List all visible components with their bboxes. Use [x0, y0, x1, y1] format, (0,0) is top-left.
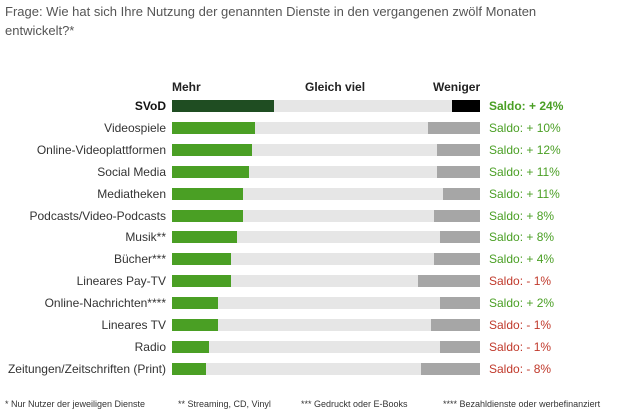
bar-mehr — [172, 165, 249, 178]
chart-row: Podcasts/Video-Podcasts Saldo: + 8% — [0, 205, 630, 227]
bar-mehr — [172, 231, 237, 244]
chart-row: Social Media Saldo: + 11% — [0, 161, 630, 183]
footnote-3: *** Gedruckt oder E-Books — [301, 399, 408, 409]
bar-weniger — [436, 143, 480, 156]
chart-row: SVoD Saldo: + 24% — [0, 95, 630, 117]
category-label: Lineares Pay-TV — [76, 274, 166, 289]
bar-gleich-viel — [172, 100, 480, 112]
category-label: SVoD — [134, 99, 166, 113]
bar-gleich-viel — [172, 275, 480, 288]
bar-mehr — [172, 121, 256, 134]
saldo-label: Saldo: + 10% — [489, 120, 561, 135]
header-mehr: Mehr — [172, 80, 201, 94]
category-label: Videospiele — [104, 120, 166, 135]
chart-row: Online-Nachrichten**** Saldo: + 2% — [0, 292, 630, 314]
chart-row: Mediatheken Saldo: + 11% — [0, 183, 630, 205]
category-label: Musik** — [125, 230, 166, 245]
saldo-label: Saldo: + 12% — [489, 142, 561, 157]
chart-row: Videospiele Saldo: + 10% — [0, 117, 630, 139]
category-label: Radio — [134, 339, 166, 354]
saldo-label: Saldo: + 11% — [489, 164, 560, 179]
bar-mehr — [172, 253, 231, 266]
bar-gleich-viel — [172, 319, 480, 331]
category-label: Social Media — [97, 164, 166, 179]
bar-weniger — [430, 319, 480, 331]
bar-mehr — [172, 100, 274, 112]
bar-weniger — [427, 121, 480, 134]
saldo-label: Saldo: - 1% — [489, 339, 552, 354]
survey-question: Frage: Wie hat sich Ihre Nutzung der gen… — [5, 4, 537, 38]
bar-weniger — [421, 362, 480, 375]
saldo-label: Saldo: - 1% — [489, 318, 552, 332]
bar-mehr — [172, 187, 243, 200]
bar-mehr — [172, 340, 209, 353]
bar-gleich-viel — [172, 209, 480, 222]
bar-gleich-viel — [172, 253, 480, 266]
category-label: Online-Videoplattformen — [36, 142, 166, 157]
category-label: Zeitungen/Zeitschriften (Print) — [7, 361, 166, 376]
saldo-label: Saldo: + 11% — [489, 186, 560, 201]
bar-weniger — [436, 165, 480, 178]
category-label: Lineares TV — [101, 318, 166, 332]
bar-mehr — [172, 319, 219, 331]
bar-weniger — [439, 340, 480, 353]
saldo-label: Saldo: + 8% — [489, 208, 555, 223]
chart-row: Lineares TV Saldo: - 1% — [0, 314, 630, 336]
chart-row: Radio Saldo: - 1% — [0, 336, 630, 358]
chart-row: Bücher*** Saldo: + 4% — [0, 248, 630, 270]
category-label: Mediatheken — [97, 186, 166, 201]
saldo-label: Saldo: - 1% — [489, 274, 552, 289]
bar-mehr — [172, 297, 219, 310]
footnote-2: ** Streaming, CD, Vinyl — [178, 399, 271, 409]
bar-gleich-viel — [172, 121, 480, 134]
saldo-label: Saldo: + 2% — [489, 296, 555, 311]
bar-mehr — [172, 209, 243, 222]
bar-gleich-viel — [172, 231, 480, 244]
bar-gleich-viel — [172, 362, 480, 375]
bar-weniger — [439, 231, 480, 244]
bar-weniger — [433, 253, 480, 266]
footnotes: * Nur Nutzer der jeweiligen Dienste ** S… — [0, 399, 630, 411]
bar-gleich-viel — [172, 165, 480, 178]
footnote-4: **** Bezahldienste oder werbefinanziert — [443, 399, 601, 409]
bar-mehr — [172, 362, 206, 375]
bar-mehr — [172, 143, 253, 156]
chart-row: Lineares Pay-TV Saldo: - 1% — [0, 270, 630, 292]
saldo-label: Saldo: - 8% — [489, 361, 552, 376]
header-gleich-viel: Gleich viel — [305, 80, 366, 94]
saldo-label: Saldo: + 8% — [489, 230, 555, 245]
footnote-1: * Nur Nutzer der jeweiligen Dienste — [5, 399, 146, 409]
category-label: Bücher*** — [113, 252, 166, 267]
bar-weniger — [433, 209, 480, 222]
category-label: Podcasts/Video-Podcasts — [29, 208, 166, 223]
header-weniger: Weniger — [433, 80, 481, 94]
bar-weniger — [439, 297, 480, 310]
bar-gleich-viel — [172, 340, 480, 353]
bar-weniger — [443, 187, 480, 200]
bar-weniger — [418, 275, 480, 288]
chart-row: Zeitungen/Zeitschriften (Print) Saldo: - … — [0, 358, 630, 380]
bar-gleich-viel — [172, 143, 480, 156]
bar-weniger — [452, 100, 480, 112]
bar-mehr — [172, 275, 231, 288]
saldo-label: Saldo: + 24% — [489, 99, 564, 113]
saldo-label: Saldo: + 4% — [489, 252, 555, 267]
chart-row: Online-Videoplattformen Saldo: + 12% — [0, 139, 630, 161]
category-label: Online-Nachrichten**** — [44, 296, 166, 311]
bar-gleich-viel — [172, 297, 480, 310]
chart-row: Musik** Saldo: + 8% — [0, 226, 630, 248]
bar-gleich-viel — [172, 187, 480, 200]
